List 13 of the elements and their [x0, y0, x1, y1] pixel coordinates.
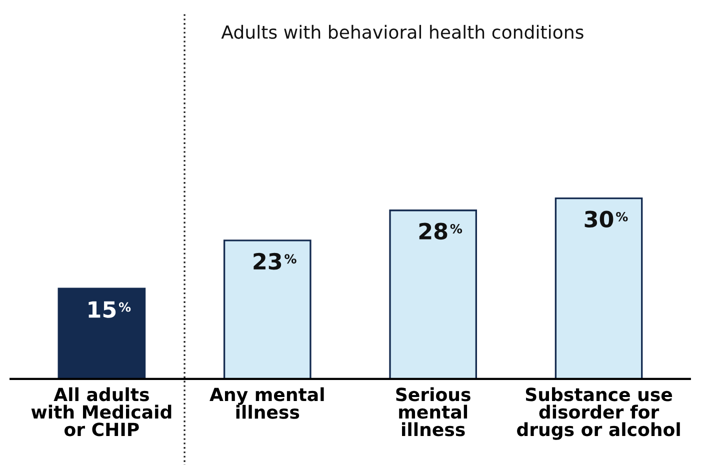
x-tick-label: Any mental illness [210, 387, 324, 419]
bar [554, 197, 643, 379]
annotation: Adults with behavioral health conditions [221, 24, 584, 39]
bar [58, 288, 146, 379]
x-tick-label: Serious mental illness [396, 387, 470, 436]
x-tick-label: Substance use disorder for drugs or alcohol [517, 387, 680, 440]
bar [223, 240, 312, 379]
bar [389, 210, 478, 379]
data-label: 15% [88, 301, 131, 318]
data-label: 30% [584, 210, 628, 228]
x-tick-label: All adults with Medicaid or CHIP [31, 387, 172, 436]
data-label: 28% [419, 222, 462, 240]
data-label: 23% [254, 252, 296, 270]
